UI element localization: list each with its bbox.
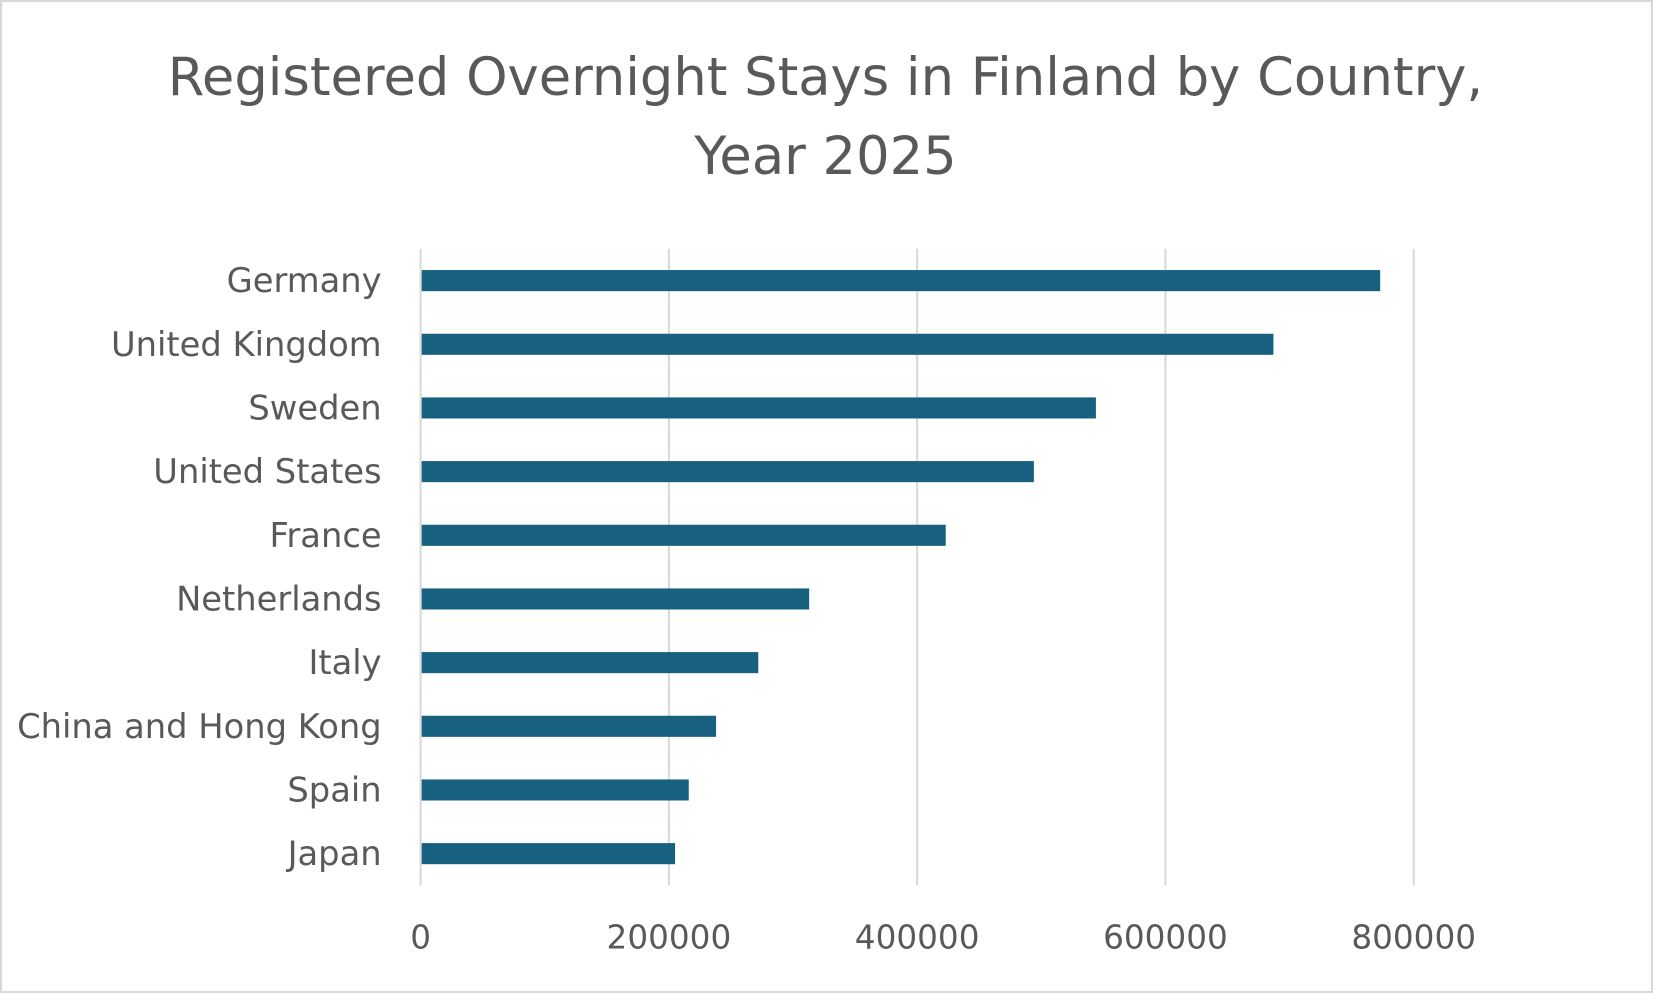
x-tick-label: 800000 [1351,919,1476,957]
x-tick-label: 400000 [855,919,980,957]
bar-italy [421,652,759,674]
bar-sweden [421,397,1096,419]
category-label: Italy [308,643,381,682]
bar-netherlands [421,588,810,610]
chart-title-line-1: Registered Overnight Stays in Finland by… [168,47,1483,108]
x-tick-label: 600000 [1103,919,1228,957]
bar-spain [421,779,689,801]
x-tick-label: 0 [410,919,431,957]
category-labels: Germany United Kingdom Sweden United States… [17,261,382,873]
bar-japan [421,843,676,865]
category-label: China and Hong Kong [17,707,382,746]
bar-france [421,524,946,546]
x-tick-labels: 0 200000 400000 600000 800000 [410,919,1476,957]
bar-china-and-hong-kong [421,715,717,737]
category-label: Netherlands [176,580,382,619]
category-label: Sweden [248,389,381,428]
chart-title-line-2: Year 2025 [693,126,956,187]
category-label: Germany [227,261,382,300]
category-label: United Kingdom [111,325,382,364]
bars [421,270,1381,865]
category-label: Spain [287,771,381,810]
category-label: France [269,516,381,555]
gridlines [419,248,1415,886]
x-tick-label: 200000 [607,919,732,957]
bar-united-kingdom [421,333,1274,355]
category-label: Japan [286,834,382,873]
bar-germany [421,270,1381,292]
bar-united-states [421,461,1034,483]
category-label: United States [153,452,381,491]
